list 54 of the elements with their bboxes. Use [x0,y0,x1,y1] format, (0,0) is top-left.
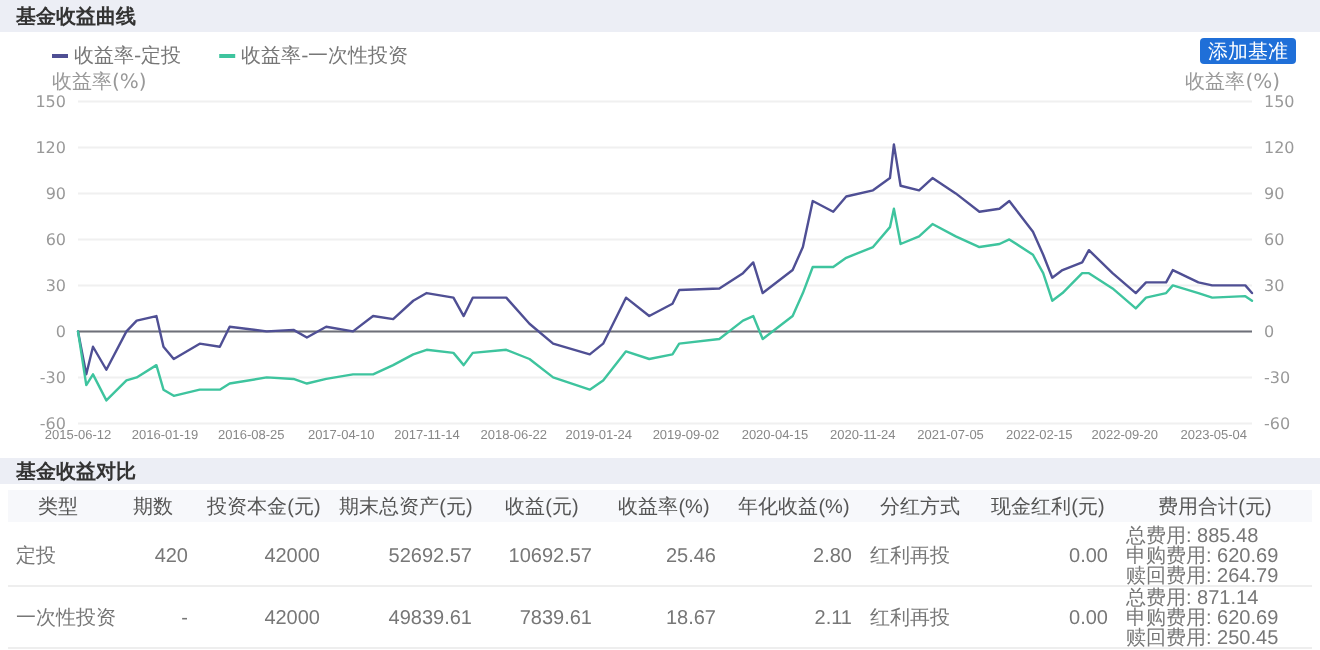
text: 2.80 [813,546,853,568]
text: 红利再投 [870,544,950,568]
y2-tick-label: -60 [1264,415,1291,434]
text: 420 [154,546,189,568]
y2-tick-label: 120 [1264,139,1295,158]
text: 总费用: 885.48 申购费用: 620.69 赎回费用: 264.79 [1124,524,1280,588]
text: - [181,608,188,630]
line-series [76,207,1254,402]
y2-tick-label: 90 [1264,185,1285,204]
text: 42000 [264,546,321,568]
text: 基金收益对比 [14,460,136,484]
text: 10692.57 [508,546,593,568]
text: 费用合计(元) [1158,495,1272,519]
text: 年化收益(%) [738,495,850,519]
text: 49839.61 [388,608,473,630]
text: 2.11 [814,608,853,630]
y-tick-label: 30 [45,277,66,296]
legend-label: 收益率-一次性投资 [241,44,409,68]
text: 42000 [264,608,321,630]
y-tick-label: -30 [39,369,66,388]
y2-tick-label: 60 [1264,231,1285,250]
text: 收益(元) [505,495,579,519]
text: 收益率(%) [618,495,710,519]
text: 一次性投资 [16,606,116,630]
y2-tick-label: 150 [1264,93,1295,112]
y2-tick-label: -30 [1264,369,1291,388]
text: 期数 [133,495,173,519]
text: 0.00 [1069,608,1109,630]
chart-title: 基金收益曲线 [14,5,136,29]
text: 投资本金(元) [205,495,321,519]
y-axis-title: 收益率(%) [52,70,147,94]
text: 现金红利(元) [991,495,1105,519]
text: 25.46 [665,546,717,568]
text: 0.00 [1069,546,1109,568]
y2-tick-label: 30 [1264,277,1285,296]
text: 总费用: 871.14 申购费用: 620.69 赎回费用: 250.45 [1124,586,1280,650]
text: 类型 [38,495,78,519]
text: 红利再投 [870,606,950,630]
text: 分红方式 [880,495,960,519]
text: 定投 [16,544,56,568]
y-tick-label: 90 [45,185,66,204]
text: 52692.57 [388,546,473,568]
y2-tick-label: 0 [1264,323,1275,342]
y-tick-label: 0 [55,323,66,342]
text: 18.67 [665,608,717,630]
y-tick-label: 120 [35,139,66,158]
text: 7839.61 [519,608,593,630]
line-series [76,143,1254,376]
legend-label: 收益率-定投 [74,44,182,68]
text: 添加基准 [1208,40,1288,64]
y-tick-label: 150 [35,93,66,112]
y-tick-label: 60 [45,231,66,250]
text: 期末总资产(元) [339,495,473,519]
y2-axis-title: 收益率(%) [1185,70,1281,94]
